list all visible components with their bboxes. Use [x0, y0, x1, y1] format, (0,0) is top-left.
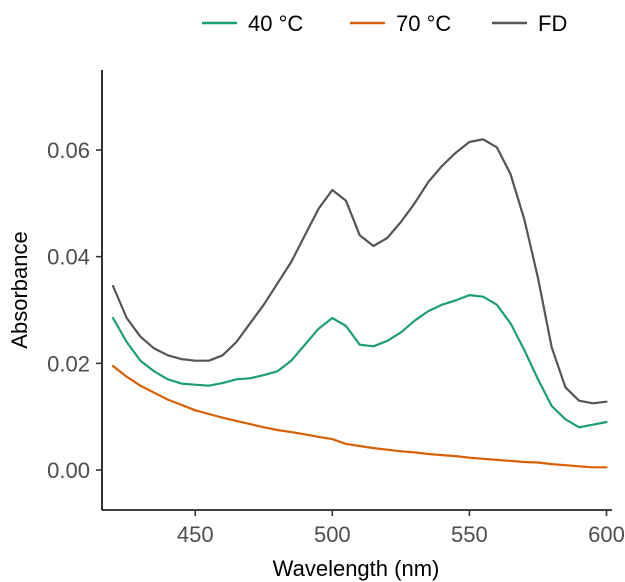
- x-axis-ticks: 450 500 550 600: [177, 510, 625, 547]
- y-tick-label: 0.04: [47, 245, 90, 270]
- legend-label-3: FD: [538, 11, 567, 36]
- y-tick-label: 0.06: [47, 138, 90, 163]
- series-layer: [111, 138, 608, 469]
- series-line-3: [111, 138, 608, 405]
- x-tick-label: 500: [314, 522, 351, 547]
- y-tick-label: 0.00: [47, 458, 90, 483]
- x-tick-label: 600: [588, 522, 625, 547]
- legend-label-1: 40 °C: [248, 11, 303, 36]
- series-line-1: [111, 294, 608, 429]
- y-axis-title: Absorbance: [7, 231, 32, 348]
- legend: 40 °C 70 °C FD: [202, 11, 567, 36]
- series-line-2: [111, 364, 608, 469]
- y-tick-label: 0.02: [47, 351, 90, 376]
- x-tick-label: 550: [451, 522, 488, 547]
- legend-label-2: 70 °C: [396, 11, 451, 36]
- x-axis-title: Wavelength (nm): [273, 556, 440, 581]
- y-axis-ticks: 0.00 0.02 0.04 0.06: [47, 138, 102, 483]
- x-tick-label: 450: [177, 522, 214, 547]
